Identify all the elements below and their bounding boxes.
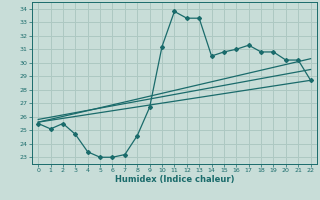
X-axis label: Humidex (Indice chaleur): Humidex (Indice chaleur) (115, 175, 234, 184)
